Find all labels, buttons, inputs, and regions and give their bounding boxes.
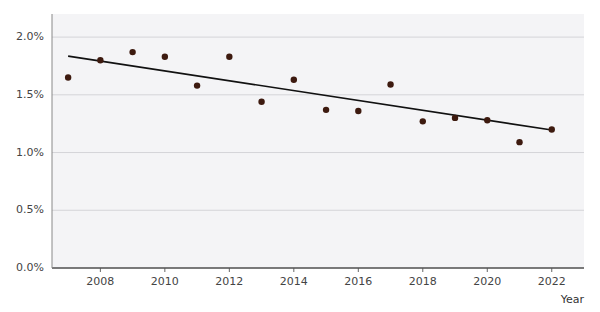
scatter-point bbox=[516, 139, 522, 145]
axes: 0.0% 0.5% 1.0% 1.5% 2.0% 2008 2010 2012 2014 2016… bbox=[16, 14, 584, 288]
x-tick-label: 2012 bbox=[215, 275, 243, 288]
x-axis-label: Year bbox=[560, 293, 585, 306]
scatter-point bbox=[420, 118, 426, 124]
grid-line bbox=[52, 152, 584, 153]
x-axis-line bbox=[52, 267, 584, 269]
y-tick-label: 1.0% bbox=[16, 146, 44, 159]
scatter-point bbox=[97, 57, 103, 63]
y-tick-label: 2.0% bbox=[16, 30, 44, 43]
x-tick-label: 2010 bbox=[151, 275, 179, 288]
scatter-point bbox=[129, 49, 135, 55]
grid-line bbox=[52, 210, 584, 211]
x-tick-label: 2016 bbox=[344, 275, 372, 288]
scatter-point bbox=[65, 74, 71, 80]
y-axis-line bbox=[52, 14, 53, 268]
scatter-point bbox=[484, 117, 490, 123]
grid-line bbox=[52, 268, 584, 269]
scatter-point bbox=[387, 81, 393, 87]
chart: 0.0% 0.5% 1.0% 1.5% 2.0% 2008 2010 2012 2014 2016… bbox=[0, 0, 600, 312]
marks bbox=[65, 49, 555, 145]
y-tick-label: 1.5% bbox=[16, 88, 44, 101]
y-tick-label: 0.0% bbox=[16, 261, 44, 274]
y-tick-label: 0.5% bbox=[16, 203, 44, 216]
scatter-point bbox=[226, 54, 232, 60]
scatter-point bbox=[323, 107, 329, 113]
grid bbox=[52, 37, 584, 268]
scatter-point bbox=[549, 126, 555, 132]
scatter-point bbox=[291, 77, 297, 83]
scatter-point bbox=[194, 82, 200, 88]
scatter-point bbox=[258, 99, 264, 105]
x-tick-label: 2022 bbox=[538, 275, 566, 288]
x-tick-label: 2014 bbox=[280, 275, 308, 288]
chart-container: 0.0% 0.5% 1.0% 1.5% 2.0% 2008 2010 2012 2014 2016… bbox=[0, 0, 600, 312]
x-tick-label: 2018 bbox=[409, 275, 437, 288]
x-tick-label: 2008 bbox=[86, 275, 114, 288]
grid-line bbox=[52, 37, 584, 38]
scatter-point bbox=[452, 115, 458, 121]
trend-line bbox=[68, 56, 552, 130]
scatter-point bbox=[162, 54, 168, 60]
scatter-point bbox=[355, 108, 361, 114]
x-tick-label: 2020 bbox=[473, 275, 501, 288]
plot-background bbox=[52, 14, 584, 268]
